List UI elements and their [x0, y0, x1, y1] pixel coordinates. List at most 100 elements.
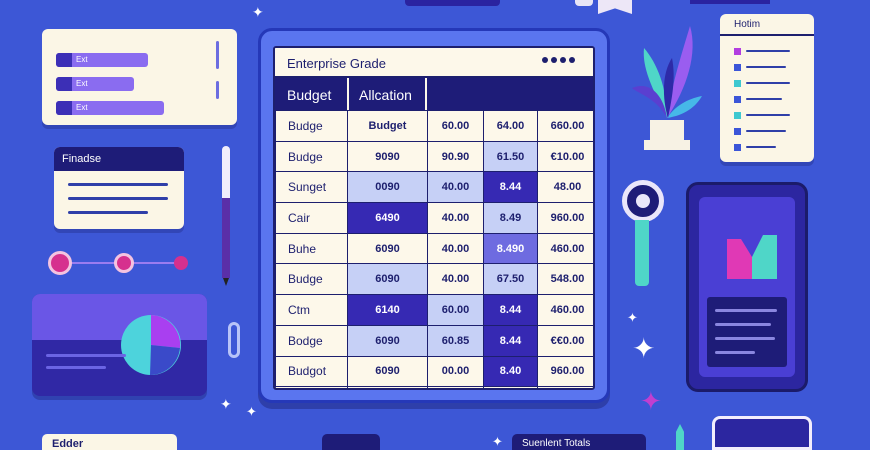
- table-cell[interactable]: 40.00: [427, 202, 484, 234]
- table-cell[interactable]: 90.00: [483, 386, 538, 388]
- text-line: [46, 366, 106, 369]
- table-cell[interactable]: €10.00: [537, 140, 593, 173]
- logo-icon: [727, 235, 777, 279]
- table-row: Budgot 6090 00.00 8.40 960.00: [275, 355, 593, 388]
- bottom-device: [322, 434, 380, 450]
- table-cell[interactable]: 6140: [347, 294, 428, 326]
- table-cell[interactable]: 960.00: [537, 355, 593, 388]
- menu-bullet: [734, 96, 741, 103]
- table-cell[interactable]: 60.00: [427, 110, 484, 142]
- bottom-left-label: Edder: [52, 438, 84, 450]
- table-cell[interactable]: 00.00: [427, 355, 484, 388]
- menu-bullet: [734, 64, 741, 71]
- plant-icon: [632, 26, 702, 150]
- column-header[interactable]: Allcation: [359, 87, 412, 103]
- finance-card-title: Finadse: [62, 153, 102, 165]
- menu-bullet: [734, 144, 741, 151]
- table-cell[interactable]: Budge: [275, 263, 348, 296]
- slider-knob[interactable]: [174, 256, 188, 270]
- spreadsheet-grid: Budge Budget 60.00 64.00 660.00 Budge 9090 90.9…: [275, 110, 593, 388]
- top-strip: [575, 0, 593, 6]
- text-line: [746, 114, 790, 116]
- bar-label: Ext: [76, 79, 88, 88]
- magnifier-icon: [622, 180, 666, 290]
- table-cell[interactable]: 61.50: [483, 140, 538, 173]
- spreadsheet: Enterprise Grade Budget Allcation Budge B…: [273, 46, 595, 390]
- table-cell[interactable]: 64.00: [483, 110, 538, 142]
- table-cell[interactable]: Cair: [275, 202, 348, 234]
- text-line: [746, 146, 776, 148]
- table-cell[interactable]: 40.00: [427, 263, 484, 296]
- top-strip: [405, 0, 500, 6]
- table-cell[interactable]: €€0.00: [537, 324, 593, 357]
- table-cell[interactable]: 6090: [347, 232, 428, 265]
- table-cell[interactable]: Blupxoon: [347, 386, 428, 388]
- bar-row: Ext: [56, 101, 164, 115]
- table-cell[interactable]: 660.00: [537, 110, 593, 142]
- table-cell[interactable]: 548.00: [537, 263, 593, 296]
- table-row: Sunget 0090 40.00 8.44 48.00: [275, 171, 593, 204]
- table-row: BottamBlupxoon90.0090.00440.00: [275, 386, 593, 388]
- menu-bullet: [734, 48, 741, 55]
- pie-chart-icon: [121, 315, 181, 376]
- bar-row: Ext: [56, 53, 148, 67]
- table-row: Budge Budget 60.00 64.00 660.00: [275, 110, 593, 142]
- spreadsheet-title: Enterprise Grade: [287, 56, 386, 71]
- table-cell[interactable]: Sunget: [275, 171, 348, 204]
- sparkle-icon: ✦: [252, 4, 264, 20]
- table-cell[interactable]: Budge: [275, 140, 348, 173]
- column-header[interactable]: Budget: [287, 87, 332, 103]
- table-cell[interactable]: 8.49: [483, 202, 538, 234]
- table-cell[interactable]: 6490: [347, 202, 428, 234]
- table-cell[interactable]: Buhe: [275, 232, 348, 265]
- table-cell[interactable]: 8.40: [483, 355, 538, 388]
- table-cell[interactable]: Budget: [347, 110, 428, 142]
- table-cell[interactable]: Budge: [275, 110, 348, 142]
- bottom-card-left: Edder: [42, 434, 177, 450]
- text-line: [715, 309, 777, 312]
- table-cell[interactable]: Bodge: [275, 324, 348, 357]
- slider-knob[interactable]: [48, 251, 72, 275]
- table-cell[interactable]: 90.00: [427, 386, 484, 388]
- text-line: [46, 354, 126, 357]
- scroll-indicator: [216, 41, 219, 69]
- tablet-frame: Enterprise Grade Budget Allcation Budge B…: [258, 28, 610, 403]
- table-cell[interactable]: 67.50: [483, 263, 538, 296]
- table-cell[interactable]: 440.00: [537, 386, 593, 388]
- table-cell[interactable]: 8.490: [483, 232, 538, 265]
- table-cell[interactable]: 9090: [347, 140, 428, 173]
- table-cell[interactable]: 8.44: [483, 324, 538, 357]
- table-cell[interactable]: 6090: [347, 324, 428, 357]
- text-line: [715, 323, 771, 326]
- table-cell[interactable]: 960.00: [537, 202, 593, 234]
- table-cell[interactable]: Bottam: [275, 386, 348, 388]
- table-cell[interactable]: 60.85: [427, 324, 484, 357]
- bottom-right-label: Suenlent Totals: [522, 438, 591, 449]
- table-cell[interactable]: 6090: [347, 355, 428, 388]
- table-row: Ctm 6140 60.00 8.44 460.00: [275, 294, 593, 326]
- table-cell[interactable]: 40.00: [427, 232, 484, 265]
- top-strip: [690, 0, 770, 4]
- table-cell[interactable]: 48.00: [537, 171, 593, 204]
- table-cell[interactable]: Ctm: [275, 294, 348, 326]
- table-cell[interactable]: 460.00: [537, 294, 593, 326]
- table-cell[interactable]: 8.44: [483, 171, 538, 204]
- paperclip-icon: [228, 322, 240, 358]
- table-cell[interactable]: 60.00: [427, 294, 484, 326]
- sparkle-icon: ✦: [220, 396, 232, 412]
- slider-knob[interactable]: [114, 253, 134, 273]
- bookmark-icon: [598, 0, 632, 14]
- table-cell[interactable]: 0090: [347, 171, 428, 204]
- phone-panel: [707, 297, 787, 367]
- bottom-card-right: Suenlent Totals: [512, 434, 646, 450]
- table-cell[interactable]: 6090: [347, 263, 428, 296]
- bar-label: Ext: [76, 103, 88, 112]
- pen-icon: [220, 146, 232, 286]
- table-cell[interactable]: 460.00: [537, 232, 593, 265]
- more-options-icon[interactable]: [542, 57, 575, 63]
- table-cell[interactable]: 90.90: [427, 140, 484, 173]
- table-cell[interactable]: 8.44: [483, 294, 538, 326]
- table-cell[interactable]: Budgot: [275, 355, 348, 388]
- table-cell[interactable]: 40.00: [427, 171, 484, 204]
- bottom-device: [712, 416, 812, 450]
